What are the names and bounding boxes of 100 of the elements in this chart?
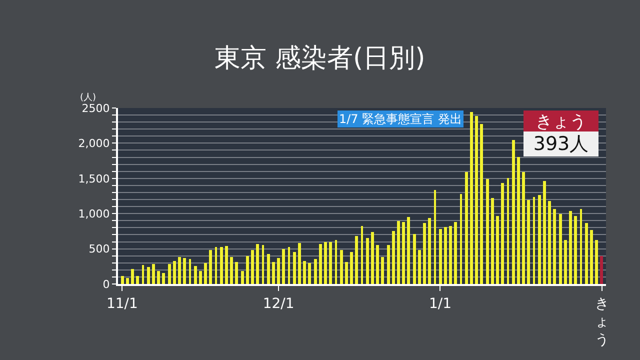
bar	[449, 226, 452, 284]
bar	[335, 240, 337, 284]
bar	[272, 262, 275, 284]
bar	[303, 261, 306, 284]
bar	[387, 245, 390, 284]
annotation: きょう	[536, 112, 586, 132]
bar	[178, 257, 181, 284]
bar	[324, 242, 327, 284]
bar	[262, 245, 264, 284]
bar	[241, 271, 244, 284]
y-tick-label: 1,500	[78, 172, 110, 186]
bar	[355, 236, 358, 284]
bar	[434, 190, 436, 284]
bar	[288, 247, 290, 284]
bar	[444, 227, 447, 284]
bar	[580, 209, 582, 284]
bar	[574, 216, 577, 284]
x-tick-label: きょう	[594, 296, 609, 348]
bar	[418, 250, 421, 284]
chart-title: 東京 感染者(日別)	[214, 44, 426, 74]
bar	[277, 258, 280, 284]
annotation: 1/7 緊急事態宣言 発出	[339, 112, 462, 126]
bar	[517, 157, 520, 284]
bar	[131, 269, 134, 284]
bar	[319, 244, 322, 284]
bar	[121, 276, 124, 284]
bar	[361, 226, 363, 284]
bar	[507, 178, 509, 284]
bar	[553, 209, 556, 284]
annotation: 393人	[533, 133, 589, 155]
bar	[204, 263, 207, 284]
bar	[413, 234, 416, 284]
x-tick-label: 1/1	[428, 296, 452, 312]
bar	[460, 194, 462, 284]
bar	[293, 252, 296, 284]
bar	[220, 247, 223, 284]
bar	[251, 250, 254, 284]
bar	[407, 217, 410, 284]
x-tick-label: 12/1	[262, 296, 294, 312]
bar	[215, 247, 217, 284]
bar	[439, 229, 442, 284]
bar	[194, 266, 197, 284]
y-tick-label: 2,000	[78, 137, 110, 150]
bar	[366, 238, 369, 284]
bar	[142, 265, 144, 284]
bar	[595, 240, 598, 284]
bar	[267, 254, 270, 284]
bar	[428, 218, 431, 284]
bar	[157, 271, 160, 284]
bar	[209, 250, 212, 284]
bar	[183, 258, 186, 284]
y-tick-label: 0	[102, 278, 110, 291]
bar	[538, 195, 541, 284]
bar	[350, 252, 353, 284]
bar	[329, 242, 332, 284]
bar	[564, 240, 567, 284]
bar	[491, 198, 494, 284]
bar	[371, 232, 374, 284]
bar	[590, 230, 593, 284]
bar	[340, 250, 343, 284]
bar	[480, 124, 483, 284]
y-tick-label: 2500	[82, 102, 110, 115]
bar	[376, 245, 379, 284]
bar	[470, 112, 473, 284]
bar	[298, 243, 301, 284]
bar	[126, 278, 129, 284]
bar	[225, 246, 228, 284]
bar	[600, 256, 603, 284]
bar	[162, 273, 165, 284]
bar	[152, 264, 155, 284]
bar	[501, 183, 504, 284]
bar	[454, 222, 457, 284]
y-tick-label: 1,000	[78, 207, 110, 220]
bar	[173, 261, 176, 284]
bar	[559, 214, 562, 284]
bar	[314, 259, 317, 284]
bar	[543, 181, 546, 284]
bar	[308, 263, 311, 284]
bar	[402, 222, 405, 284]
y-axis-title: (人)	[80, 92, 96, 103]
bar	[282, 249, 285, 284]
bar	[522, 172, 525, 284]
y-tick-label: 500	[88, 242, 110, 256]
bar	[199, 271, 202, 284]
bar	[548, 201, 551, 284]
bar	[569, 211, 572, 284]
bar	[392, 231, 395, 284]
bar	[533, 197, 535, 284]
bar	[381, 257, 384, 284]
bar	[235, 262, 238, 284]
bar	[527, 200, 530, 284]
x-tick-label: 11/1	[106, 296, 138, 312]
bar	[465, 172, 468, 284]
bar	[496, 216, 499, 284]
bar	[189, 259, 191, 284]
bar	[585, 223, 588, 284]
bar	[256, 244, 259, 284]
bar	[345, 262, 348, 284]
bar	[475, 116, 478, 284]
bar	[397, 221, 400, 284]
